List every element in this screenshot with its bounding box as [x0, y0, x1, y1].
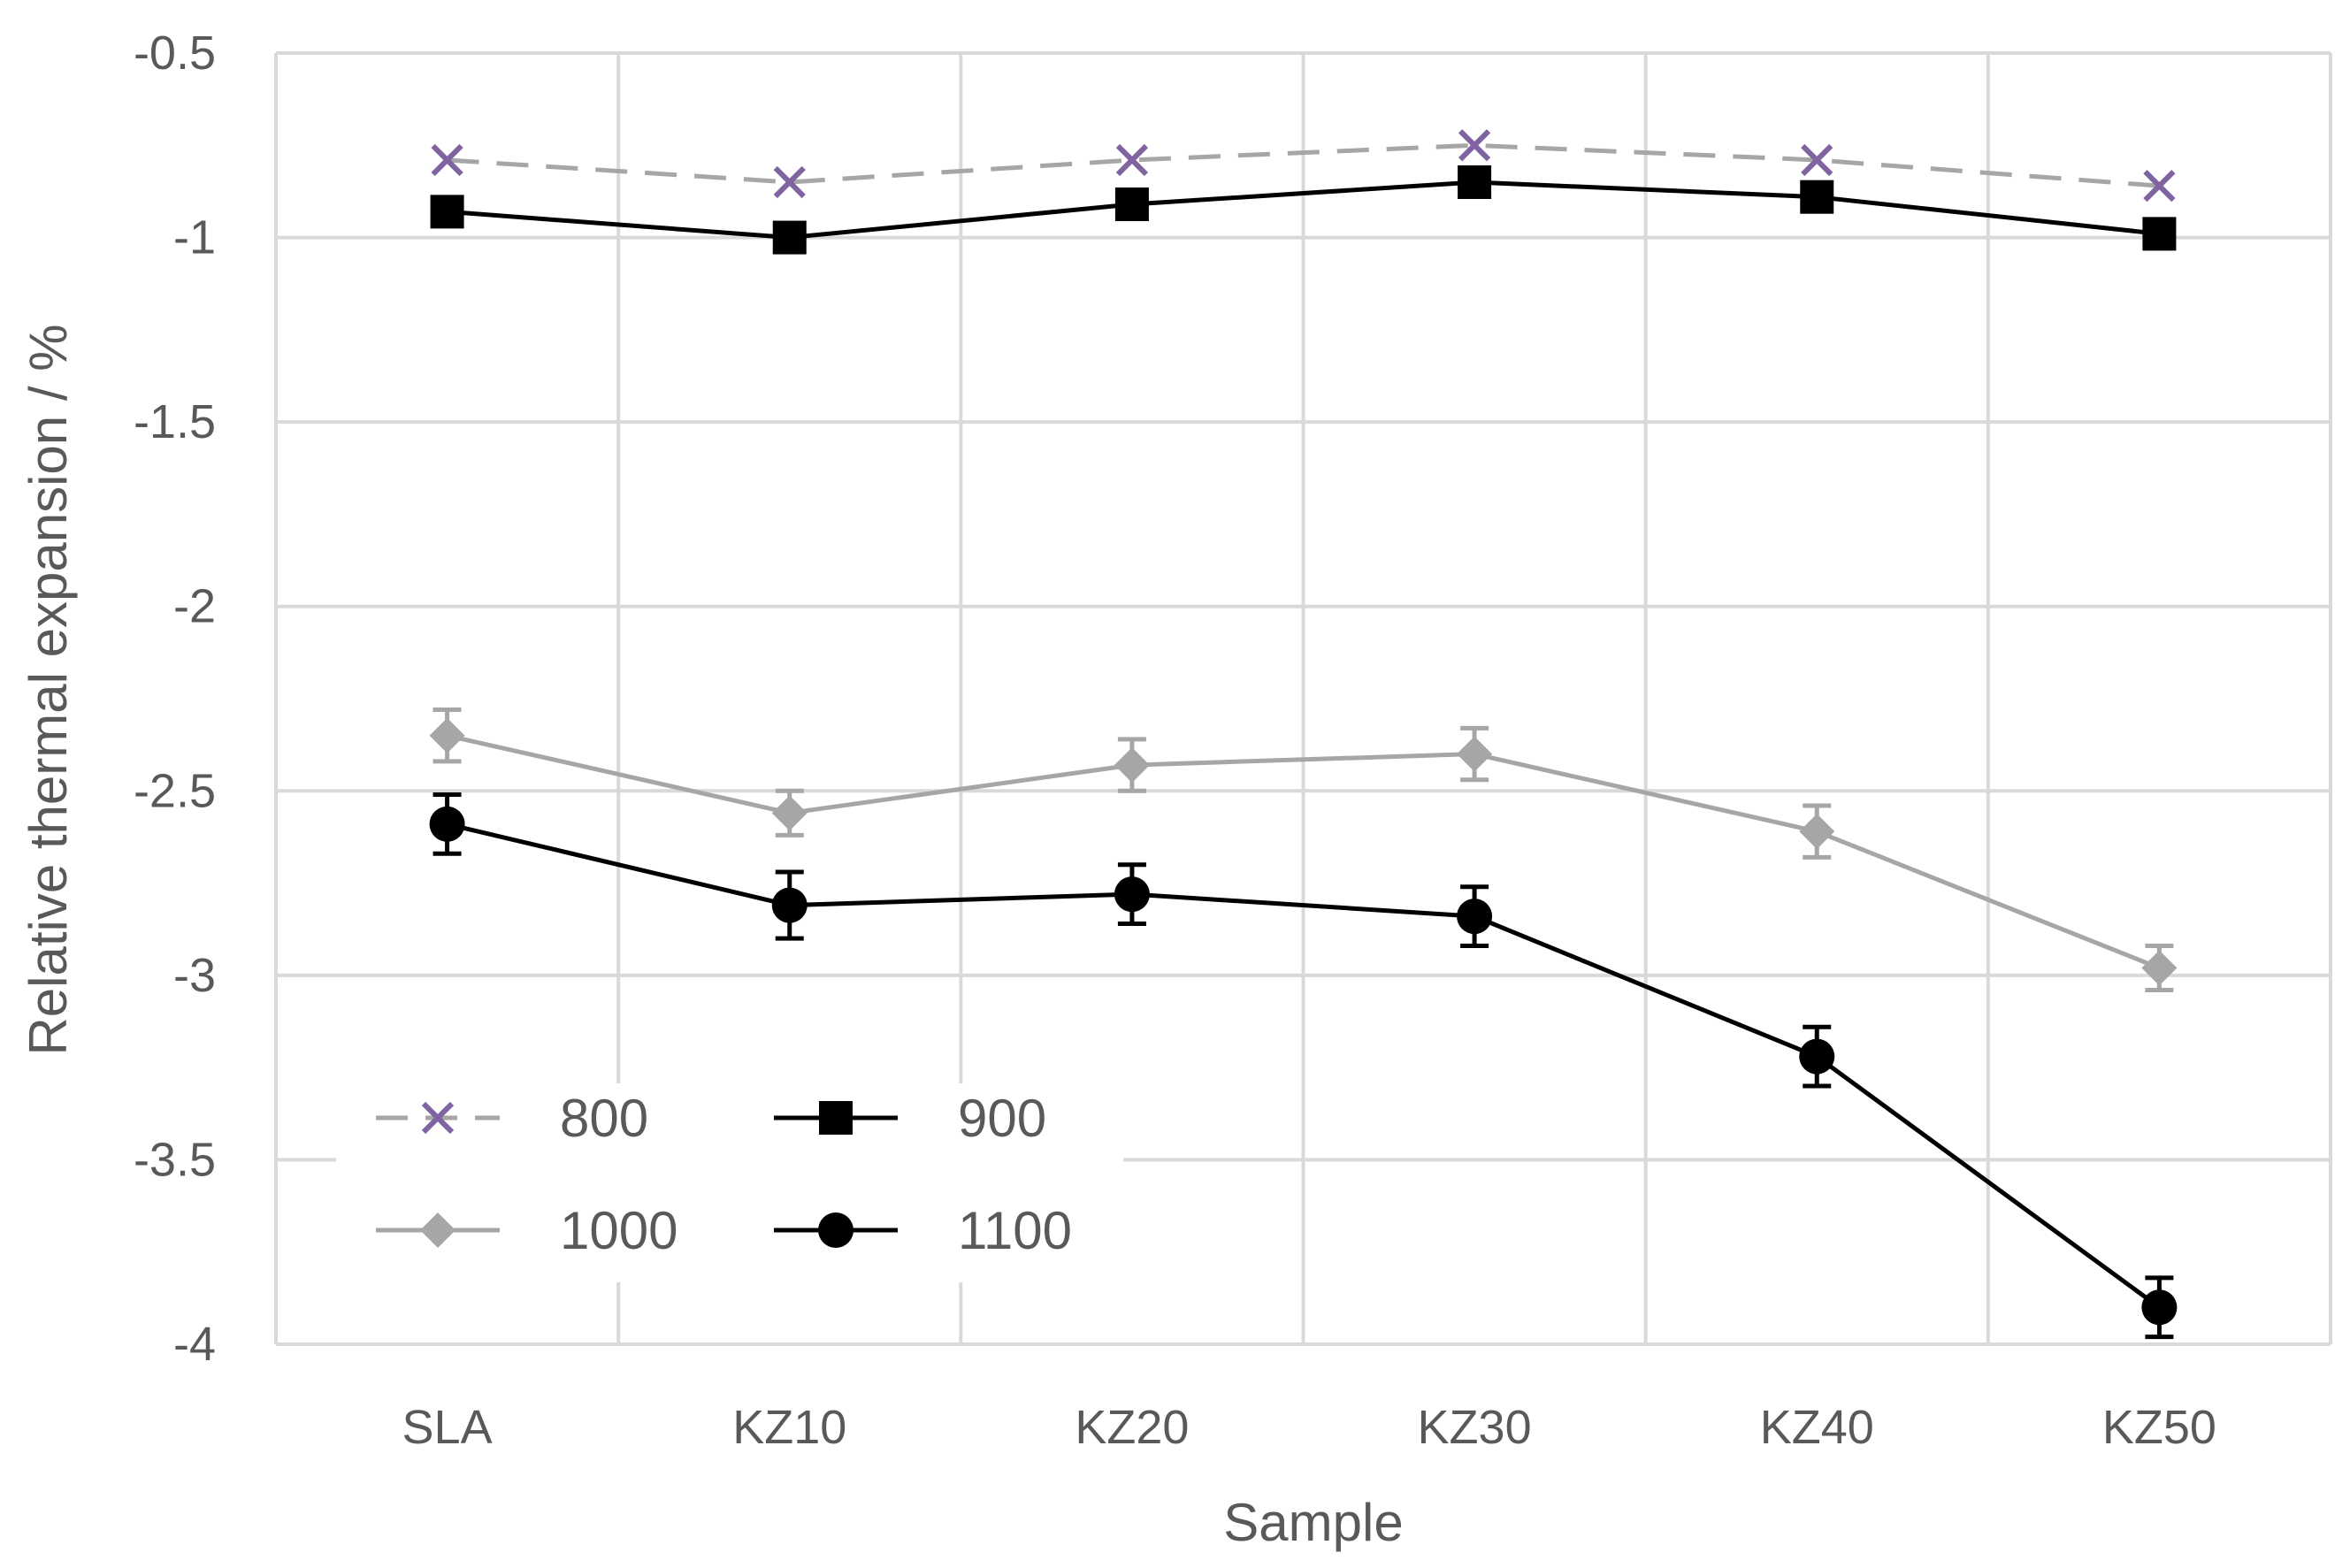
x-tick-label: SLA [402, 1401, 493, 1454]
data-point [771, 887, 808, 923]
legend-marker [421, 1101, 455, 1135]
data-point [2142, 217, 2177, 251]
series-layer [429, 129, 2178, 1340]
legend-item-1100: 1100 [774, 1201, 1072, 1260]
data-point [2141, 1289, 2178, 1326]
legend-label: 900 [958, 1089, 1046, 1148]
legend-item-800: 800 [376, 1089, 648, 1148]
y-tick-label: -0.5 [134, 27, 216, 80]
legend-marker [818, 1212, 854, 1248]
legend-item-1000: 1000 [376, 1201, 677, 1260]
data-point [429, 717, 465, 753]
data-point [1115, 143, 1149, 177]
legend-background [336, 1083, 1123, 1282]
data-point [1799, 1038, 1835, 1075]
y-tick-label: -1 [173, 211, 216, 264]
marker-stroke [1458, 129, 1491, 162]
data-point [772, 220, 807, 255]
y-tick-label: -1.5 [134, 395, 216, 448]
legend-item-900: 900 [774, 1089, 1046, 1148]
marker-stroke [421, 1101, 455, 1135]
data-point [1114, 747, 1150, 784]
x-tick-label: KZ30 [1418, 1401, 1532, 1454]
y-axis-title: Relative thermal expansion / % [19, 324, 78, 1055]
data-point [1457, 899, 1493, 935]
legend-label: 1100 [958, 1201, 1072, 1260]
marker-stroke [773, 165, 806, 199]
series-900 [430, 165, 2177, 255]
x-tick-label: KZ40 [1760, 1401, 1874, 1454]
series-1100 [429, 792, 2178, 1340]
marker-stroke [1801, 143, 1833, 177]
series-1000 [429, 708, 2178, 993]
y-tick-label: -3 [173, 949, 216, 1002]
data-point [2143, 170, 2176, 203]
y-axis-ticks: -0.5 -1 -1.5 -2 -2.5 -3 -3.5 -4 [134, 27, 216, 1371]
data-point [1801, 143, 1833, 177]
legend-label: 800 [560, 1089, 648, 1148]
series-800 [431, 129, 2176, 203]
x-tick-label: KZ10 [732, 1401, 846, 1454]
data-point [1800, 180, 1834, 214]
legend-marker [819, 1101, 853, 1135]
x-axis-ticks: SLA KZ10 KZ20 KZ30 KZ40 KZ50 [402, 1401, 2216, 1454]
data-point [771, 795, 808, 831]
data-point [773, 165, 806, 199]
series-line [447, 142, 2160, 188]
x-tick-label: KZ20 [1075, 1401, 1189, 1454]
x-tick-label: KZ50 [2102, 1401, 2216, 1454]
data-point [1458, 129, 1491, 162]
legend-label: 1000 [560, 1201, 677, 1260]
series-line [447, 180, 2160, 241]
data-point [1457, 736, 1493, 772]
gridlines [274, 51, 2332, 1346]
data-point [1114, 876, 1150, 913]
y-tick-label: -4 [173, 1318, 216, 1371]
marker-stroke [431, 143, 463, 177]
y-tick-label: -2 [173, 580, 216, 633]
data-point [2141, 950, 2178, 986]
marker-stroke [1115, 143, 1149, 177]
y-tick-label: -2.5 [134, 764, 216, 817]
series-line [447, 822, 2161, 1310]
data-point [431, 143, 463, 177]
x-axis-title: Sample [1223, 1493, 1403, 1552]
y-tick-label: -3.5 [134, 1133, 216, 1186]
series-line [447, 733, 2161, 970]
data-point [429, 806, 465, 842]
legend: 800 900 1000 1100 [376, 1089, 1072, 1260]
legend-marker [420, 1212, 455, 1248]
data-point [1799, 814, 1835, 850]
marker-stroke [2143, 170, 2176, 203]
data-point [1458, 165, 1492, 199]
data-point [430, 195, 464, 229]
data-point [1114, 187, 1149, 222]
